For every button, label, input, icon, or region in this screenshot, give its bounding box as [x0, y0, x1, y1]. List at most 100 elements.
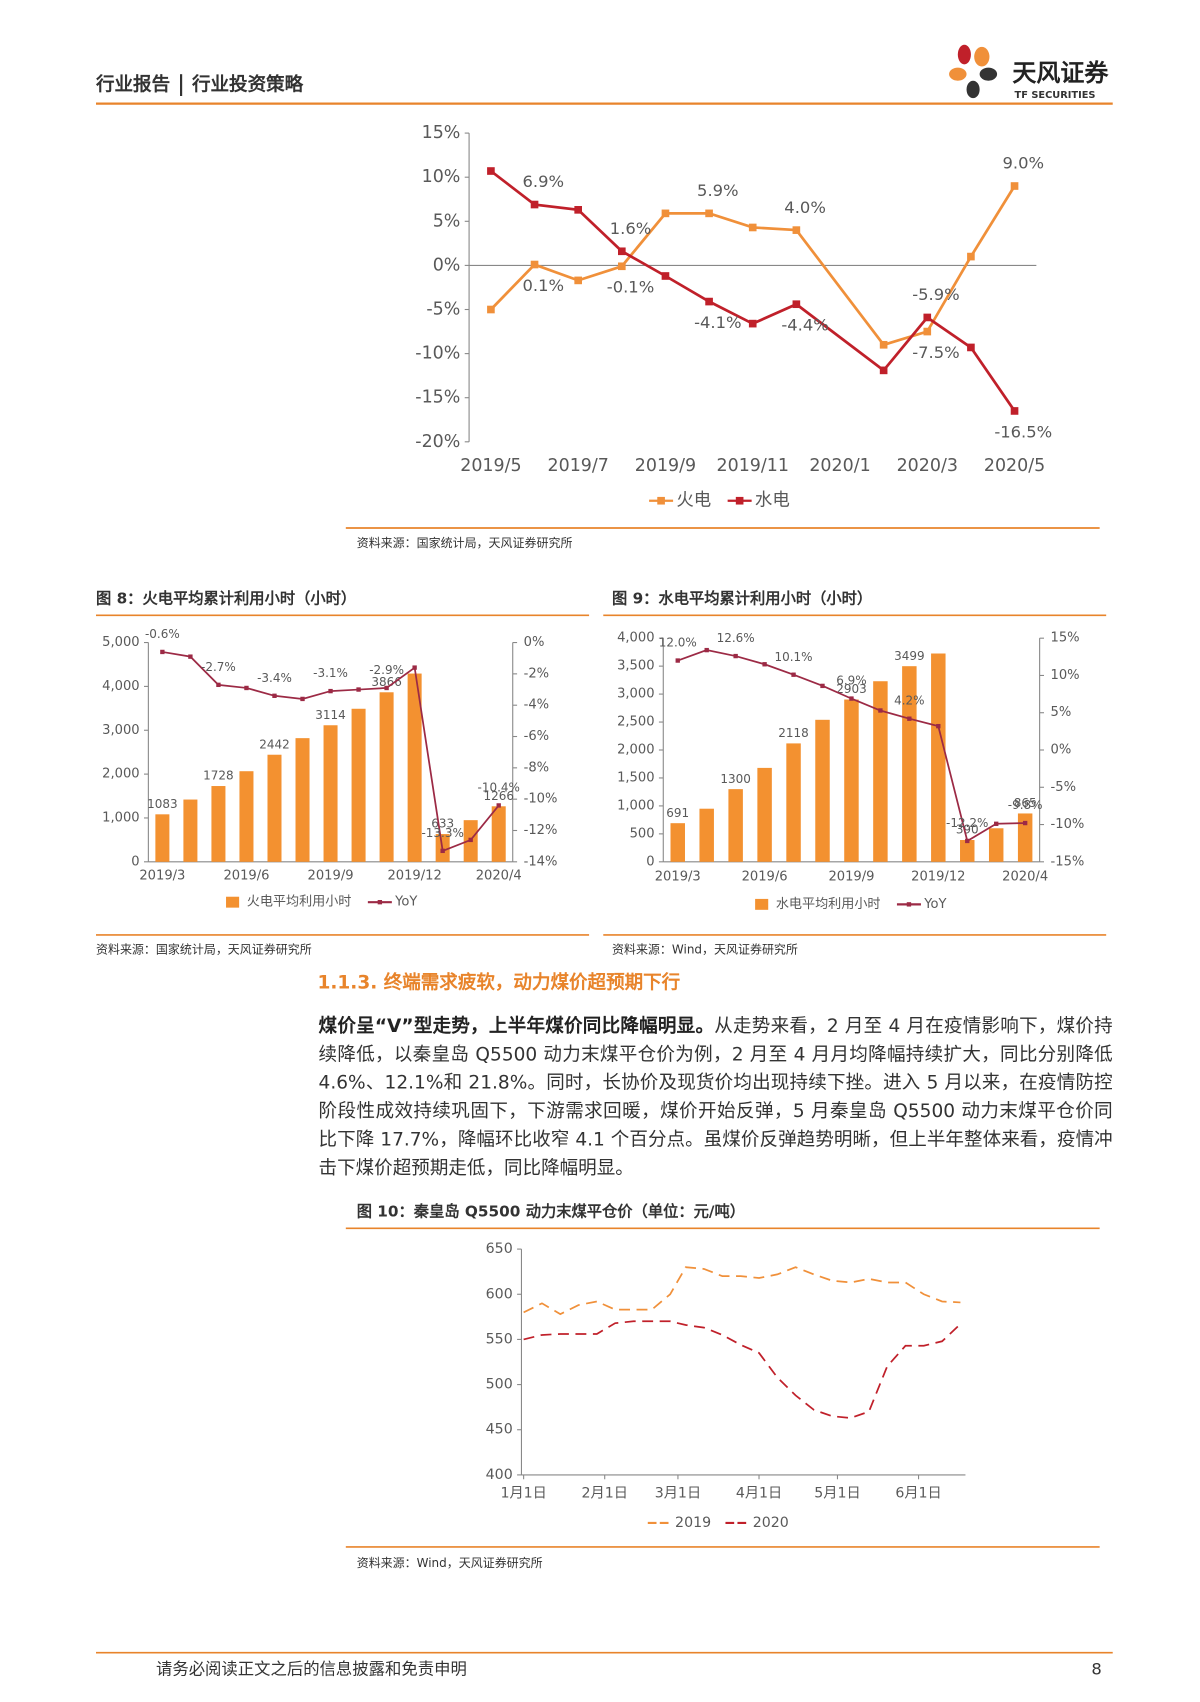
legend-label: 水电	[755, 491, 790, 511]
x-tick-label: 3月1日	[655, 1485, 701, 1501]
y-tick-label: 4,000	[102, 679, 139, 694]
y-tick-label: -20%	[415, 432, 460, 452]
x-tick-label: 2月1日	[582, 1485, 628, 1501]
y-tick-label: 2,000	[617, 742, 654, 757]
marker	[792, 300, 801, 309]
marker	[748, 319, 757, 328]
x-tick-label: 5月1日	[814, 1485, 860, 1501]
marker	[661, 272, 670, 280]
marker	[440, 848, 445, 854]
marker	[705, 209, 713, 218]
value-label: 4.0%	[784, 198, 826, 217]
bar	[295, 738, 310, 862]
marker	[879, 366, 888, 375]
marker	[878, 708, 883, 713]
y-tick-label: 4,000	[617, 631, 654, 646]
y2-tick-label: -4%	[524, 698, 549, 713]
value-label: -3.4%	[257, 671, 292, 685]
bar-label: 1728	[203, 769, 234, 783]
y-tick-label: 550	[486, 1331, 513, 1347]
x-tick-label: 2020/1	[809, 456, 870, 476]
bar-label: 2903	[836, 682, 866, 696]
marker	[487, 305, 495, 314]
page-number: 8	[1091, 1660, 1101, 1679]
legend-marker	[735, 496, 744, 505]
legend-label: YoY	[394, 895, 418, 910]
marker	[965, 838, 970, 844]
y-tick-label: 500	[630, 826, 655, 841]
x-tick-label: 2019/6	[223, 868, 269, 883]
marker	[384, 685, 389, 691]
paragraph-text: 从走势来看，2 月至 4 月在疫情影响下，煤价持续降低，以秦皇岛 Q5500 动…	[318, 1015, 1113, 1180]
marker	[733, 653, 738, 659]
marker	[967, 343, 975, 352]
line	[523, 1320, 962, 1419]
marker	[1010, 182, 1019, 190]
y2-tick-label: 10%	[1051, 668, 1080, 683]
bar-label: 865	[1014, 796, 1037, 810]
y2-tick-label: -5%	[1051, 780, 1076, 795]
y-tick-label: 3,500	[617, 659, 654, 674]
legend-marker	[377, 899, 383, 905]
line	[523, 1266, 961, 1316]
x-tick-label: 2020/4	[476, 868, 522, 883]
marker	[244, 685, 249, 691]
x-tick-label: 2019/6	[742, 870, 788, 885]
bar-label: 2118	[778, 726, 809, 740]
marker	[188, 654, 193, 659]
marker	[849, 696, 854, 701]
marker	[487, 167, 495, 175]
logo-en: TF SECURITIES	[1015, 90, 1096, 101]
legend-marker	[906, 902, 912, 907]
marker	[617, 247, 626, 256]
y-tick-label: 1,000	[617, 798, 654, 813]
bar	[960, 840, 975, 862]
y2-tick-label: 5%	[1051, 705, 1072, 720]
figure-title: 图 9：水电平均累计利用小时（小时）	[612, 589, 872, 607]
x-tick-label: 2019/3	[655, 870, 701, 885]
value-label: -0.1%	[607, 278, 654, 297]
y-tick-label: 400	[486, 1467, 513, 1483]
bar	[491, 806, 506, 862]
legend-label: 2020	[753, 1515, 789, 1531]
marker	[907, 716, 912, 721]
paragraph-lead: 煤价呈“V”型走势，上半年煤价同比降幅明显。	[318, 1015, 715, 1038]
marker	[617, 262, 626, 271]
y2-tick-label: -10%	[524, 792, 558, 807]
y2-tick-label: -6%	[524, 729, 549, 744]
y-tick-label: 650	[486, 1241, 513, 1257]
marker	[748, 223, 757, 232]
legend-label: YoY	[923, 897, 947, 912]
value-label: -13.3%	[421, 826, 463, 840]
y-tick-label: 0	[646, 854, 654, 869]
legend-label: 火电平均利用小时	[247, 894, 352, 910]
marker	[328, 688, 333, 694]
legend-label: 水电平均利用小时	[776, 896, 881, 912]
bar	[844, 699, 859, 862]
y2-tick-label: -14%	[524, 854, 558, 869]
y-tick-label: 3,000	[617, 687, 654, 702]
y-tick-label: -10%	[415, 344, 460, 364]
bar-label: 1300	[720, 772, 750, 786]
marker	[705, 297, 713, 306]
value-label: -10.4%	[478, 780, 520, 794]
value-label: 1.6%	[610, 219, 652, 238]
value-label: -12.2%	[946, 816, 988, 830]
y2-tick-label: 0%	[1051, 742, 1072, 757]
bar	[211, 786, 226, 862]
marker	[792, 226, 801, 234]
figure-title: 图 10：秦皇岛 Q5500 动力末煤平仓价（单位：元/吨）	[357, 1202, 745, 1220]
marker	[412, 665, 417, 670]
source-note: 资料来源：Wind，天风证券研究所	[612, 942, 798, 957]
marker	[496, 803, 501, 808]
marker	[1022, 820, 1028, 826]
y-tick-label: -15%	[415, 388, 460, 408]
report-type: 行业报告	[95, 74, 170, 96]
bar	[815, 719, 830, 862]
bar	[670, 823, 685, 862]
marker	[994, 821, 999, 826]
marker	[216, 682, 221, 688]
bar	[379, 692, 394, 862]
